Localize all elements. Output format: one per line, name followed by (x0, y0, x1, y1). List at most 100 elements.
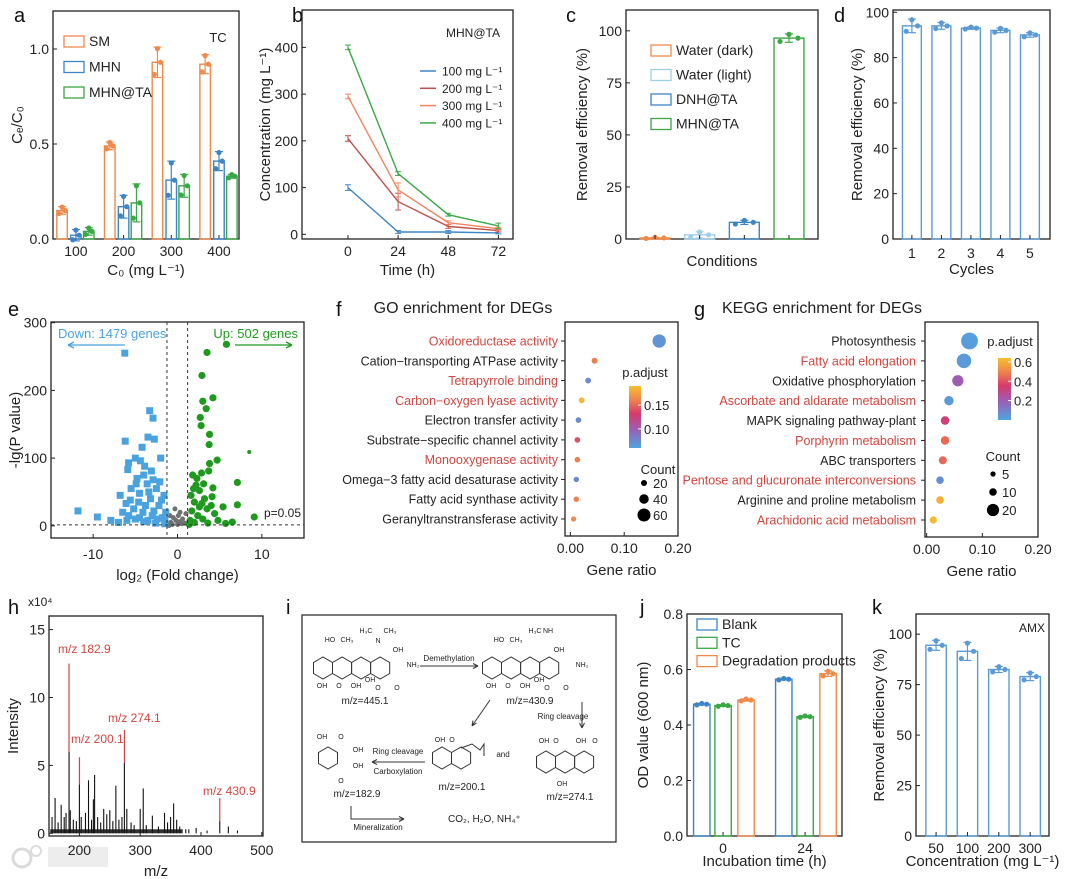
y-tick-label: 60 (873, 95, 889, 111)
bar-Blank (692, 703, 711, 837)
replicate-dot (73, 227, 79, 233)
up-point (190, 498, 198, 506)
up-point (222, 340, 231, 348)
atom-label: H₃C (360, 628, 373, 635)
atom-label: NH (543, 628, 553, 635)
atom-label: OH (576, 738, 587, 745)
enrichment-dot (952, 375, 964, 387)
x-tick-label: -10 (83, 546, 103, 562)
replicate-dot (732, 221, 738, 227)
replicate-dot (89, 228, 95, 234)
down-point (141, 462, 149, 470)
y-tick-label: 300 (24, 315, 48, 331)
bar-concentration (987, 668, 1010, 837)
up-point (205, 467, 213, 475)
replicate-dot (939, 642, 945, 648)
enrichment-dot (940, 416, 950, 425)
down-point (147, 495, 155, 503)
bar-MHN@TA (225, 175, 238, 240)
y-multiplier: x10⁴ (28, 595, 53, 609)
ns-point (175, 513, 181, 519)
enrichment-dot (961, 332, 978, 350)
replicate-dot (104, 146, 110, 152)
benzene-ring (451, 746, 472, 770)
x-tick-label: 10 (254, 546, 270, 562)
up-point (195, 487, 204, 495)
atom-label: O (505, 683, 511, 690)
x-axis-label: C₀ (mg L⁻¹) (107, 262, 184, 279)
replicate-dot (226, 175, 232, 181)
y-axis-label: Removal efficiency (%) (871, 648, 888, 801)
x-tick-label: 24 (390, 243, 406, 259)
y-tick-label: 0 (290, 226, 298, 242)
size-legend-label: 10 (1002, 485, 1016, 500)
term-label: Geranyltranstransferase activity (382, 513, 559, 527)
replicate-dot (1002, 666, 1008, 673)
arrow-right-icon (350, 806, 405, 822)
x-tick-label: 300 (160, 243, 184, 259)
replicate-dot (1021, 34, 1027, 40)
benzene-ring (332, 656, 353, 680)
replicate-dot (944, 23, 950, 29)
y-tick-label: 75 (896, 677, 912, 693)
y-tick-label: 5 (37, 757, 45, 773)
legend-label: 400 mg L⁻¹ (442, 116, 502, 130)
arrow-left-icon (67, 341, 125, 349)
up-point (247, 450, 252, 455)
size-legend-label: 40 (653, 492, 667, 507)
size-legend-dot (989, 488, 997, 496)
y-axis-label: OD value (600 nm) (635, 662, 652, 789)
replicate-dot (157, 59, 164, 65)
replicate-dot (165, 192, 171, 198)
y-tick-label: 0.4 (664, 717, 684, 733)
ns-point (172, 506, 178, 512)
replicate-dot (990, 669, 996, 675)
replicate-dot (117, 213, 124, 219)
down-point (139, 508, 147, 516)
benzene-ring (432, 746, 452, 770)
ns-point (179, 521, 185, 527)
replicate-dot (958, 656, 964, 662)
y-tick-label: 0 (37, 825, 45, 841)
panel-label-f: f (336, 299, 342, 321)
term-label: Tetrapyrrole binding (448, 374, 558, 388)
p-value-label: p=0.05 (264, 506, 301, 520)
down-point (140, 471, 148, 479)
enrichment-dot (944, 395, 954, 406)
replicate-dot (168, 160, 174, 166)
bar-cycle (901, 25, 923, 240)
panel-a: 0.0 0.5 1.0 Cₑ/C₀ C₀ (mg L⁻¹) 100 200 300 400 SM M… (9, 10, 240, 279)
atom-label: CH₃ (341, 637, 354, 644)
up-point (207, 501, 215, 510)
y-tick-label: 0.0 (664, 828, 684, 844)
replicate-dot (213, 166, 219, 172)
panel-c: 0 25 50 75 100 Removal efficiency (%) Conditio… (574, 9, 819, 270)
replicate-dot (1021, 677, 1027, 683)
replicate-dot (996, 664, 1002, 670)
y-tick-label: 0.5 (30, 136, 50, 152)
x-axis-label: m/z (144, 863, 168, 879)
down-point (125, 459, 133, 467)
arrow-right-icon (420, 663, 479, 669)
x-tick-label: 200 (68, 842, 92, 858)
atom-label: O (338, 734, 344, 741)
term-label: Ascorbate and aldarate metabolism (719, 394, 916, 408)
down-point (148, 512, 156, 520)
size-legend-title: Count (986, 449, 1021, 464)
replicate-dot (973, 25, 980, 31)
x-tick-label: 400 (207, 243, 231, 259)
y-tick-label: 50 (896, 727, 912, 743)
up-genes-label: Up: 502 genes (213, 326, 298, 341)
up-point (219, 503, 227, 511)
x-tick-label: 5 (1026, 245, 1034, 261)
panel-j: 0.0 0.2 0.4 0.6 0.8 OD value (600 nm) Incubati… (635, 606, 856, 870)
replicate-dot (137, 200, 143, 206)
atom-label: CH₃ (510, 637, 523, 644)
atom-label: HO (494, 637, 505, 644)
atom-label: HO (325, 637, 336, 644)
chart-title: AMX (1019, 621, 1045, 635)
atom-label: OH (534, 677, 545, 684)
enrichment-dot (936, 476, 944, 485)
size-legend-label: 20 (1002, 503, 1016, 518)
